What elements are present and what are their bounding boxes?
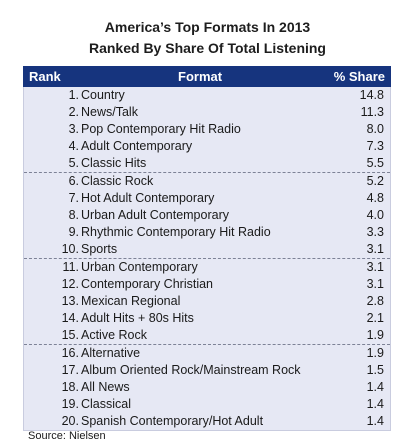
rank-cell: 11. — [62, 260, 79, 274]
table-row: 18. All News 1.4 — [24, 379, 390, 396]
share-cell: 3.3 — [366, 225, 384, 239]
rank-cell: 3. — [68, 122, 79, 136]
rank-cell: 10. — [61, 242, 79, 256]
share-cell: 11.3 — [360, 105, 384, 119]
table-row: 4. Adult Contemporary 7.3 — [24, 138, 390, 155]
table-row: 19. Classical 1.4 — [24, 396, 390, 413]
table-row: 11. Urban Contemporary 3.1 — [24, 259, 390, 276]
table-row: 10. Sports 3.1 — [24, 241, 390, 259]
format-cell: Country — [81, 88, 125, 102]
table-row: 12. Contemporary Christian 3.1 — [24, 276, 390, 293]
format-cell: All News — [81, 380, 130, 394]
rank-cell: 2. — [68, 105, 79, 119]
chart-title: America’s Top Formats In 2013 — [104, 19, 311, 35]
share-cell: 4.0 — [366, 208, 384, 222]
format-cell: Adult Contemporary — [81, 139, 193, 153]
format-cell: Alternative — [81, 346, 141, 360]
format-cell: Adult Hits + 80s Hits — [81, 311, 194, 325]
rank-cell: 12. — [61, 277, 79, 291]
rank-cell: 15. — [61, 328, 79, 342]
column-header-rank: Rank — [29, 69, 61, 84]
format-cell: Classic Rock — [81, 174, 154, 188]
table-row: 9. Rhythmic Contemporary Hit Radio 3.3 — [24, 224, 390, 241]
table-row: 14. Adult Hits + 80s Hits 2.1 — [24, 310, 390, 327]
chart-subtitle: Ranked By Share Of Total Listening — [88, 40, 326, 56]
share-cell: 8.0 — [366, 122, 384, 136]
format-cell: Mexican Regional — [81, 294, 181, 308]
table-row: 16. Alternative 1.9 — [24, 345, 390, 362]
share-cell: 7.3 — [366, 139, 384, 153]
table-row: 8. Urban Adult Contemporary 4.0 — [24, 207, 390, 224]
share-cell: 1.5 — [366, 363, 384, 377]
rank-cell: 16. — [61, 346, 79, 360]
format-cell: Pop Contemporary Hit Radio — [81, 122, 241, 136]
format-cell: Rhythmic Contemporary Hit Radio — [81, 225, 271, 239]
rank-cell: 19. — [61, 397, 79, 411]
table-header: Rank Format % Share — [23, 66, 391, 87]
format-cell: Urban Contemporary — [81, 260, 198, 274]
share-cell: 5.2 — [366, 174, 384, 188]
rank-cell: 18. — [61, 380, 79, 394]
rank-cell: 4. — [68, 139, 79, 153]
rank-cell: 1. — [68, 88, 79, 102]
table-row: 15. Active Rock 1.9 — [24, 327, 390, 345]
share-cell: 1.9 — [366, 328, 384, 342]
rank-cell: 20. — [61, 414, 79, 428]
table-row: 3. Pop Contemporary Hit Radio 8.0 — [24, 121, 390, 138]
table-row: 2. News/Talk 11.3 — [24, 104, 390, 121]
rank-cell: 9. — [68, 225, 79, 239]
table-row: 1. Country 14.8 — [24, 87, 390, 104]
table-row: 7. Hot Adult Contemporary 4.8 — [24, 190, 390, 207]
format-cell: Active Rock — [81, 328, 147, 342]
format-cell: Hot Adult Contemporary — [81, 191, 215, 205]
rank-cell: 8. — [68, 208, 79, 222]
share-cell: 1.4 — [366, 380, 384, 394]
format-cell: Urban Adult Contemporary — [81, 208, 229, 222]
table-row: 5. Classic Hits 5.5 — [24, 155, 390, 173]
rank-cell: 6. — [68, 174, 79, 188]
format-cell: Classic Hits — [81, 156, 147, 170]
rank-cell: 14. — [61, 311, 79, 325]
format-cell: Contemporary Christian — [81, 277, 213, 291]
share-cell: 1.4 — [366, 397, 384, 411]
share-cell: 3.1 — [366, 277, 384, 291]
table-row: 17. Album Oriented Rock/Mainstream Rock 1.… — [24, 362, 390, 379]
formats-table: Rank Format % Share 1. Country 14.8 2. News/… — [23, 66, 391, 431]
share-cell: 5.5 — [366, 156, 384, 170]
rank-cell: 7. — [68, 191, 79, 205]
share-cell: 1.4 — [366, 414, 384, 428]
format-cell: News/Talk — [81, 105, 138, 119]
format-cell: Classical — [81, 397, 132, 411]
column-header-share: % Share — [333, 69, 385, 84]
table-row: 13. Mexican Regional 2.8 — [24, 293, 390, 310]
rank-cell: 13. — [61, 294, 79, 308]
share-cell: 1.9 — [366, 346, 384, 360]
rank-cell: 17. — [61, 363, 79, 377]
share-cell: 2.8 — [366, 294, 384, 308]
table-row: 20. Spanish Contemporary/Hot Adult 1.4 — [24, 413, 390, 430]
format-cell: Spanish Contemporary/Hot Adult — [81, 414, 264, 428]
share-cell: 2.1 — [366, 311, 384, 325]
table-body: 1. Country 14.8 2. News/Talk 11.3 3. Pop Contem… — [23, 87, 391, 431]
share-cell: 4.8 — [366, 191, 384, 205]
share-cell: 14.8 — [359, 88, 384, 102]
column-header-format: Format — [178, 69, 223, 84]
share-cell: 3.1 — [366, 242, 384, 256]
table-row: 6. Classic Rock 5.2 — [24, 173, 390, 190]
rank-cell: 5. — [68, 156, 79, 170]
share-cell: 3.1 — [366, 260, 384, 274]
source-note: Source: Nielsen — [28, 430, 106, 442]
format-cell: Sports — [81, 242, 118, 256]
format-cell: Album Oriented Rock/Mainstream Rock — [81, 363, 301, 377]
